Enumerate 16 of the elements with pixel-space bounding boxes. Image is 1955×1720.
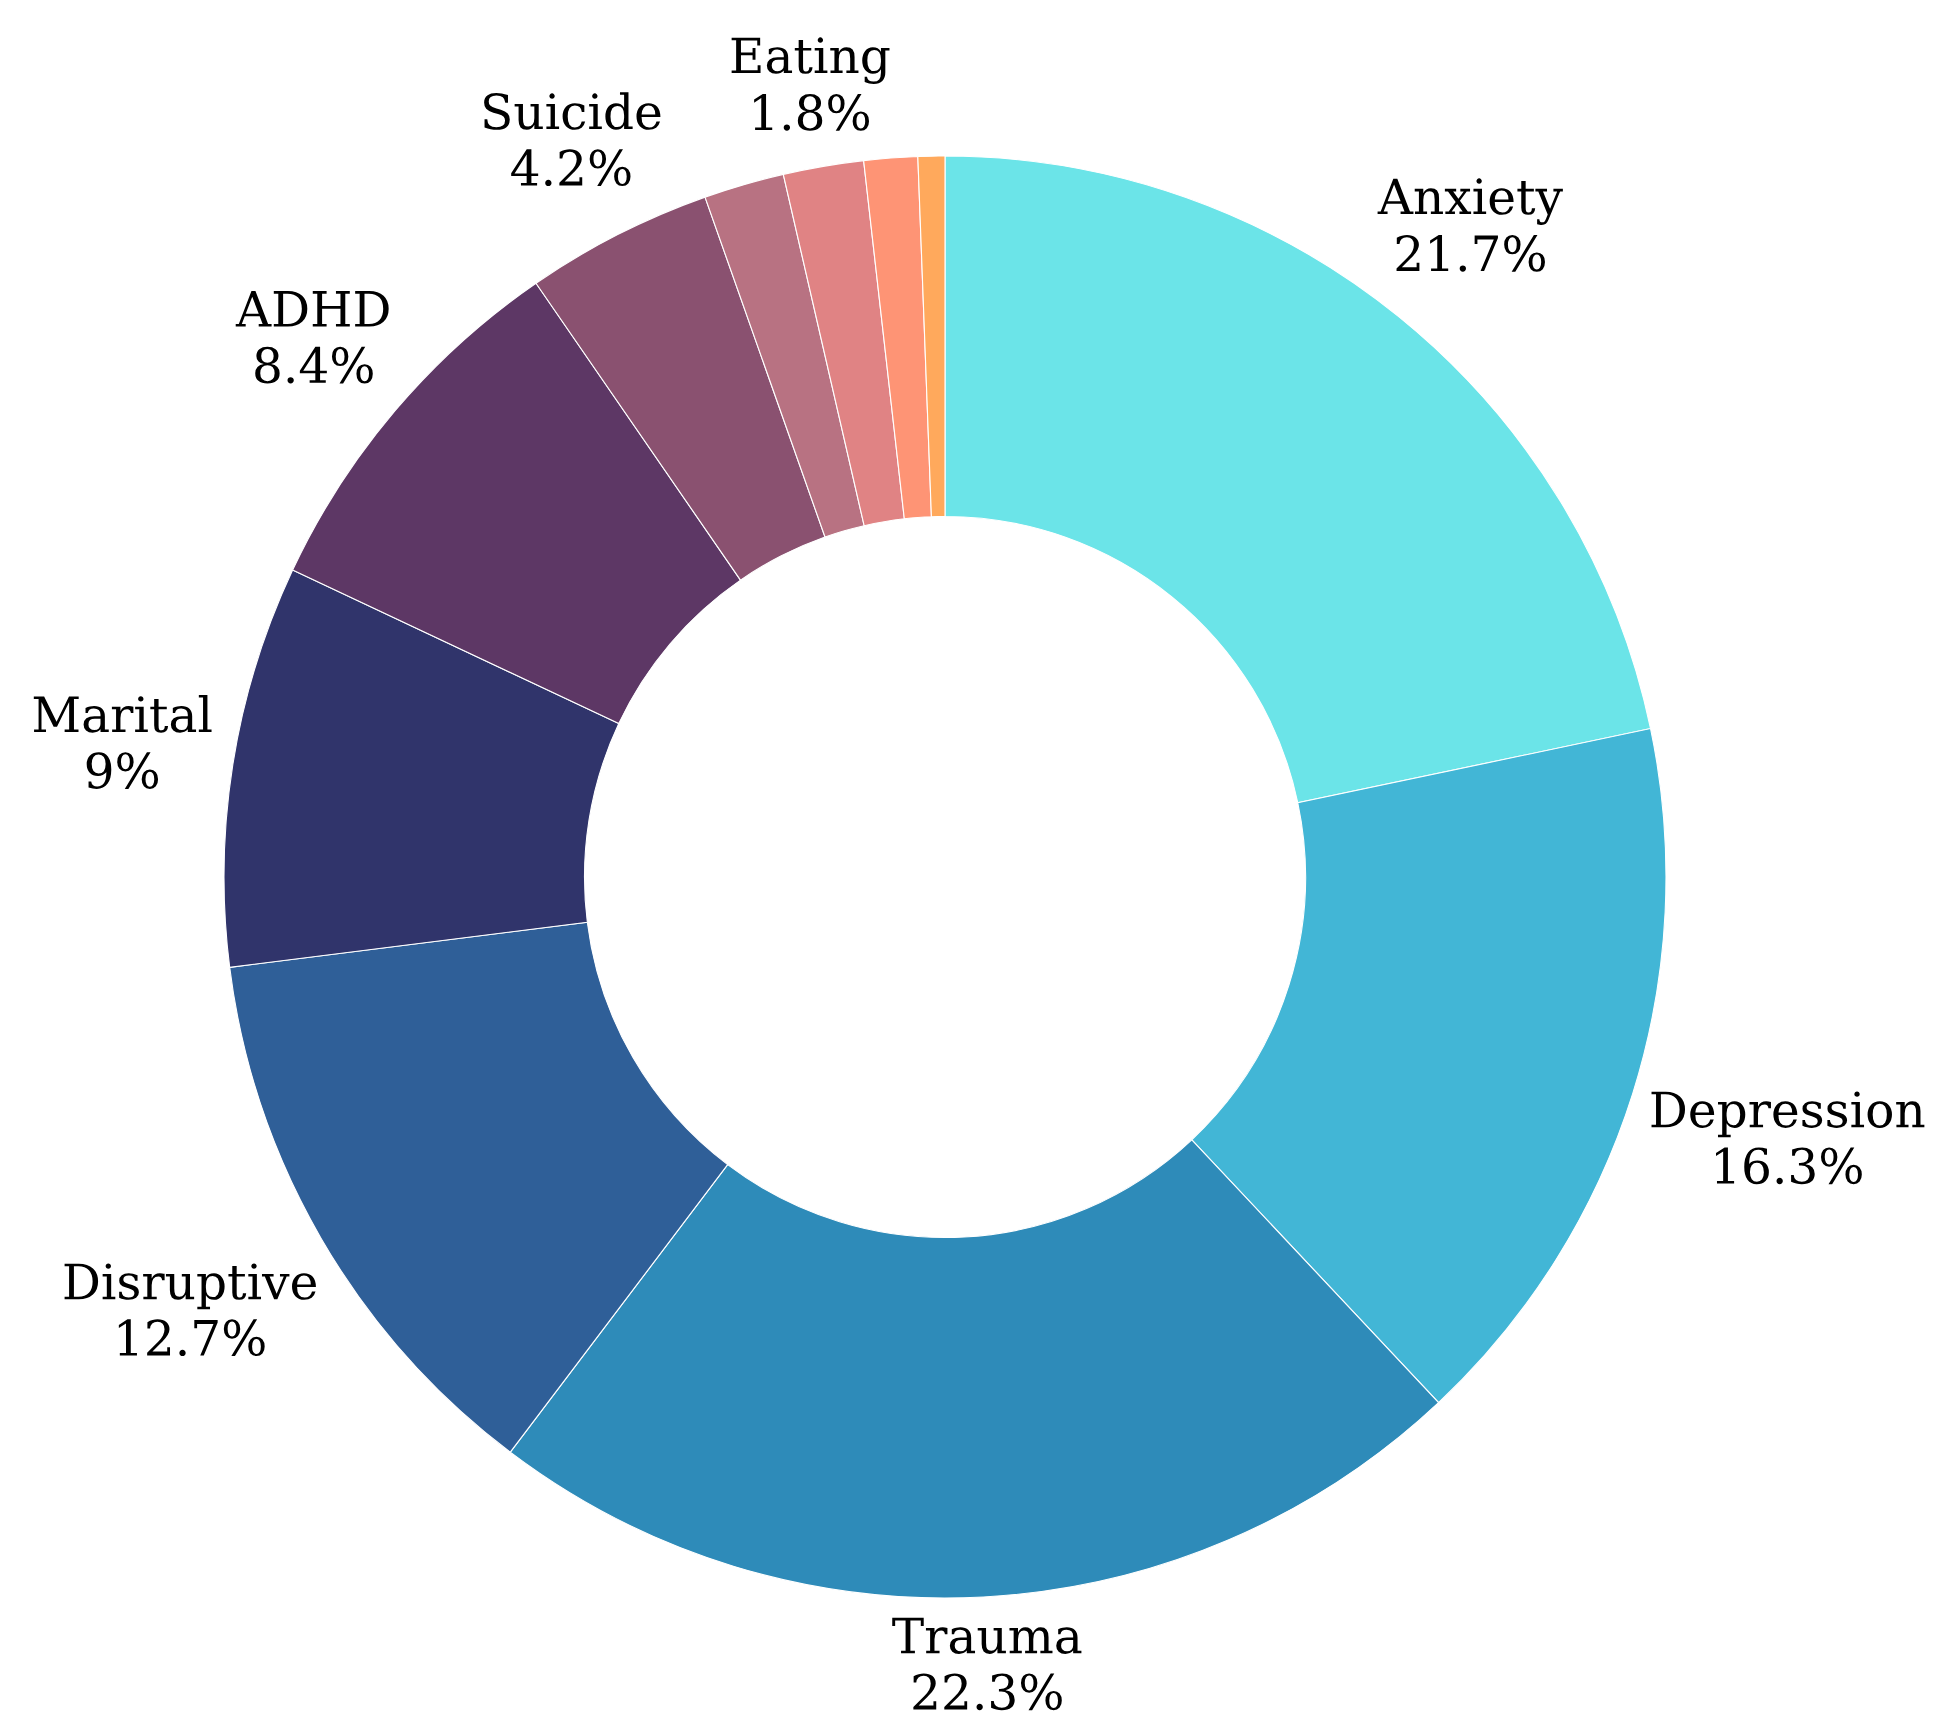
slice-label: Marital (33, 695, 212, 733)
data-label: 12.7% (118, 1319, 265, 1357)
data-label: 1.8% (754, 94, 870, 131)
data-label: 16.3% (1716, 1147, 1862, 1185)
slice-label: Eating (731, 37, 890, 84)
data-label: 22.3% (913, 1673, 1062, 1711)
slice-label: Disruptive (64, 1263, 316, 1310)
data-label: 8.4% (255, 346, 373, 384)
data-label: 4.2% (511, 149, 631, 187)
slice-label: Anxiety (1377, 178, 1563, 225)
slice-label: Trauma (892, 1617, 1082, 1654)
data-label: 21.7% (1396, 234, 1545, 272)
slice-label: Suicide (484, 92, 661, 130)
slice-label: ADHD (235, 291, 389, 327)
slice-label: Depression (1651, 1091, 1925, 1138)
data-label: 9% (86, 752, 159, 789)
